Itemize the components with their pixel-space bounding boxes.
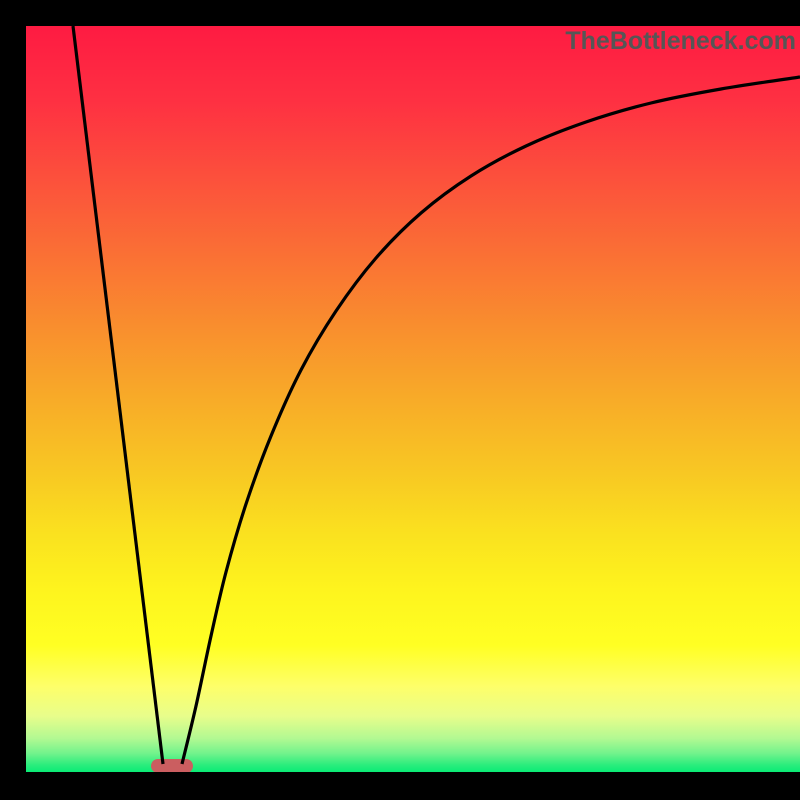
plot-area: TheBottleneck.com bbox=[26, 26, 800, 772]
watermark-text: TheBottleneck.com bbox=[565, 27, 796, 56]
bottleneck-curve bbox=[26, 26, 800, 772]
chart-root: { "canvas": { "width": 800, "height": 80… bbox=[0, 0, 800, 800]
curve-left-segment bbox=[73, 26, 163, 764]
curve-right-segment bbox=[182, 77, 800, 764]
